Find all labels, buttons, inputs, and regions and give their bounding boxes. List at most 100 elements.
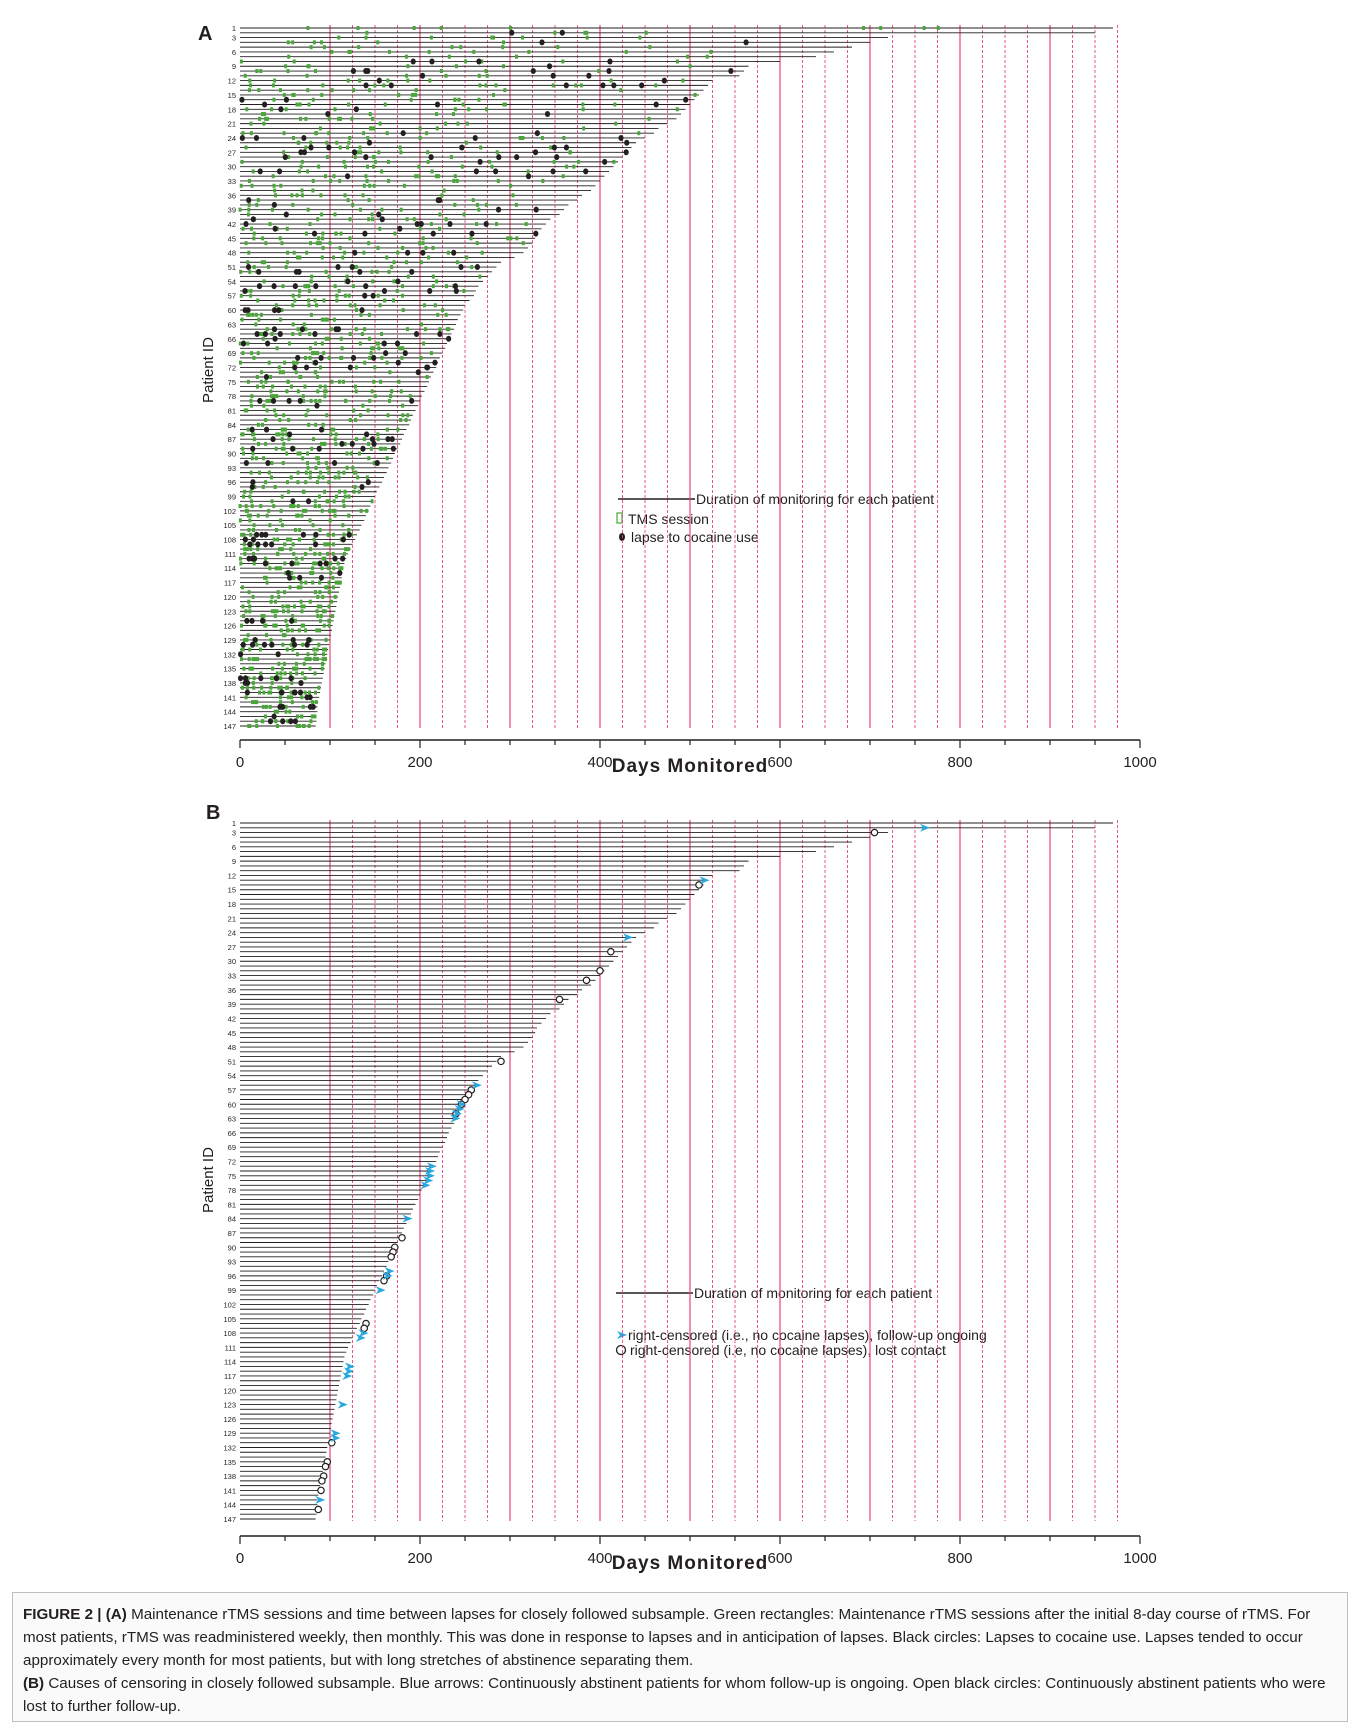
tms-session-marker: [278, 88, 282, 93]
tms-session-marker: [362, 131, 366, 136]
tms-session-marker: [311, 523, 315, 528]
tms-session-marker: [272, 183, 276, 188]
tms-session-marker: [292, 551, 296, 556]
y-tick-label: 18: [228, 105, 236, 114]
lapse-marker: [267, 718, 274, 725]
tms-session-marker: [327, 355, 331, 360]
tms-session-marker: [317, 461, 321, 466]
tms-session-marker: [327, 604, 331, 609]
lapse-marker: [363, 283, 369, 290]
tms-session-marker: [243, 489, 247, 494]
lapse-marker: [550, 168, 556, 175]
tms-session-marker: [305, 73, 309, 78]
tms-session-marker: [373, 394, 377, 399]
tms-session-marker: [291, 293, 295, 298]
tms-session-marker: [286, 609, 290, 614]
lapse-marker: [263, 426, 270, 433]
tms-session-marker: [404, 418, 408, 423]
tms-session-marker: [355, 437, 359, 442]
tms-session-marker: [313, 370, 317, 375]
tms-session-marker: [292, 504, 296, 509]
lapse-marker: [432, 359, 438, 366]
lapse-marker: [395, 359, 401, 366]
tms-session-marker: [300, 695, 304, 700]
tms-session-marker: [282, 131, 286, 136]
tms-session-marker: [316, 389, 320, 394]
lost-contact-circle: [321, 1462, 330, 1471]
lapse-marker: [534, 130, 540, 137]
tms-session-marker: [251, 551, 255, 556]
tms-session-marker: [357, 45, 361, 50]
y-tick-label: 48: [228, 1043, 236, 1052]
tms-session-marker: [320, 566, 324, 571]
tms-session-marker: [401, 284, 405, 289]
lapse-marker: [530, 68, 536, 75]
legend-a-tms-swatch: [616, 512, 623, 524]
tms-session-marker: [321, 245, 325, 250]
tms-session-marker: [281, 370, 285, 375]
tms-session-marker: [249, 226, 253, 231]
tms-session-marker: [444, 284, 448, 289]
tms-session-marker: [609, 78, 613, 83]
tms-session-marker: [370, 212, 374, 217]
tms-session-marker: [378, 446, 382, 451]
lapse-marker: [265, 460, 271, 467]
tms-session-marker: [330, 599, 334, 604]
y-tick-label: 87: [228, 1229, 236, 1238]
tms-session-marker: [437, 226, 441, 231]
y-tick-label: 117: [224, 579, 236, 588]
lapse-marker: [469, 230, 475, 237]
tms-session-marker: [239, 293, 243, 298]
tms-session-marker: [251, 666, 255, 671]
tms-session-marker: [298, 331, 302, 336]
ongoing-arrow: [315, 1495, 326, 1504]
tms-session-marker: [270, 461, 274, 466]
ongoing-arrow: [699, 876, 710, 885]
tms-session-marker: [265, 327, 269, 332]
tms-session-marker: [399, 389, 403, 394]
tms-session-marker: [279, 183, 283, 188]
lapse-marker: [271, 713, 277, 720]
tms-session-marker: [438, 327, 442, 332]
lapse-marker: [291, 689, 297, 696]
tms-session-marker: [333, 284, 337, 289]
tms-session-marker: [312, 647, 316, 652]
tms-session-marker: [242, 451, 246, 456]
tms-session-marker: [275, 346, 279, 351]
ongoing-arrow: [623, 933, 633, 942]
tms-session-marker: [324, 637, 328, 642]
tms-session-marker: [313, 351, 317, 356]
tms-session-marker: [313, 499, 317, 504]
lapse-marker: [296, 268, 302, 275]
tms-session-marker: [439, 69, 443, 74]
tms-session-marker: [344, 547, 348, 552]
tms-session-marker: [380, 169, 384, 174]
y-tick-label: 99: [228, 493, 236, 502]
tms-session-marker: [936, 26, 940, 30]
tms-session-marker: [484, 83, 488, 88]
tms-session-marker: [338, 178, 342, 183]
tms-session-marker: [418, 126, 422, 131]
tms-session-marker: [262, 690, 266, 695]
y-tick-label: 21: [228, 120, 236, 129]
tms-session-marker: [325, 140, 329, 145]
lost-contact-circle: [596, 966, 604, 975]
tms-session-marker: [249, 532, 253, 537]
lapse-marker: [376, 211, 382, 218]
tms-session-marker: [307, 303, 311, 308]
tms-session-marker: [296, 327, 300, 332]
ongoing-arrow: [450, 1114, 461, 1123]
tms-session-marker: [376, 293, 380, 298]
tms-session-marker: [299, 714, 303, 719]
tms-session-marker: [336, 561, 340, 566]
tms-session-marker: [252, 527, 256, 532]
y-tick-label: 117: [224, 1372, 236, 1381]
y-tick-label: 69: [228, 1143, 236, 1152]
tms-session-marker: [304, 480, 308, 485]
tms-session-marker: [318, 126, 322, 131]
lapse-marker: [313, 359, 319, 366]
tms-session-marker: [306, 26, 310, 30]
y-tick-label: 3: [232, 34, 236, 43]
tms-session-marker: [373, 159, 377, 164]
tms-session-marker: [320, 40, 324, 45]
